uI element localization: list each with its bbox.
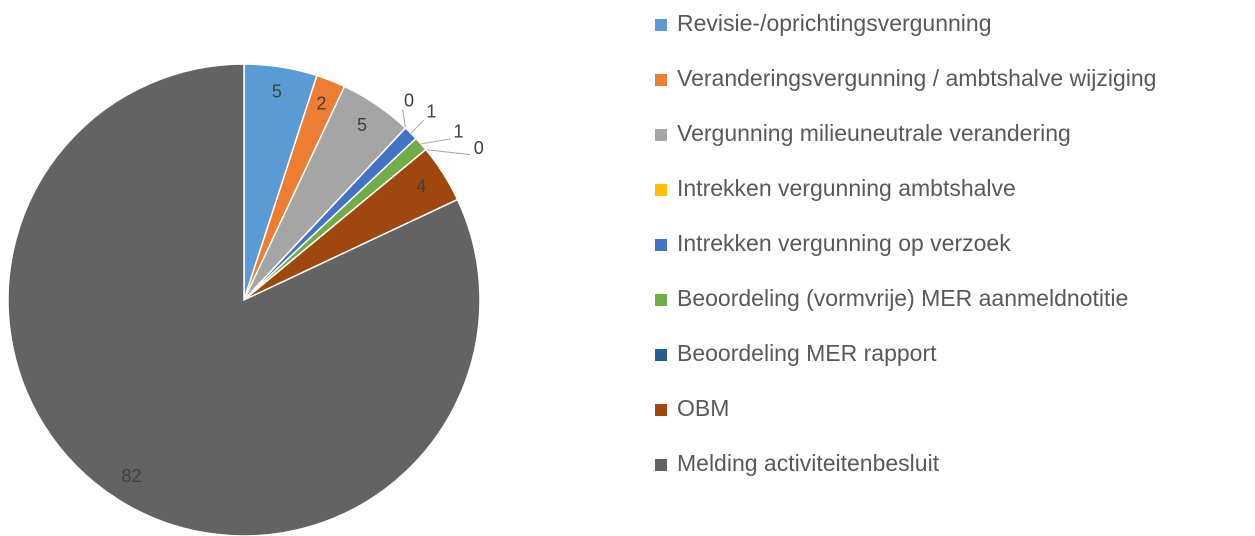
legend-swatch xyxy=(655,129,667,141)
legend-label: Intrekken vergunning op verzoek xyxy=(677,230,1011,256)
pie-slice xyxy=(7,63,481,536)
legend-swatch xyxy=(655,239,667,251)
legend-swatch xyxy=(655,184,667,196)
legend-swatch xyxy=(655,294,667,306)
legend-swatch xyxy=(655,74,667,86)
legend-swatch xyxy=(655,349,667,361)
legend-swatch xyxy=(655,459,667,471)
data-label: 2 xyxy=(316,93,326,113)
leader-line xyxy=(410,119,425,134)
data-label: 0 xyxy=(474,138,484,158)
legend-swatch xyxy=(655,404,667,416)
legend-label: Revisie-/oprichtingsvergunning xyxy=(677,10,992,36)
data-label: 1 xyxy=(453,121,463,141)
leader-line xyxy=(420,138,451,145)
legend-label: Beoordeling (vormvrije) MER aanmeldnotit… xyxy=(677,285,1128,311)
leader-line xyxy=(402,109,407,129)
legend-label: Melding activiteitenbesluit xyxy=(677,450,940,476)
legend-label: Vergunning milieuneutrale verandering xyxy=(677,120,1071,146)
legend-label: Beoordeling MER rapport xyxy=(677,340,937,366)
data-label: 1 xyxy=(426,101,436,121)
data-label: 5 xyxy=(357,115,367,135)
legend-label: Veranderingsvergunning / ambtshalve wijz… xyxy=(677,65,1156,91)
legend-swatch xyxy=(655,19,667,31)
leader-line xyxy=(425,149,471,156)
data-label: 5 xyxy=(272,81,282,101)
data-label: 82 xyxy=(121,466,141,486)
data-label: 0 xyxy=(404,90,414,110)
legend-label: Intrekken vergunning ambtshalve xyxy=(677,175,1016,201)
legend-label: OBM xyxy=(677,395,729,421)
data-label: 4 xyxy=(416,176,426,196)
